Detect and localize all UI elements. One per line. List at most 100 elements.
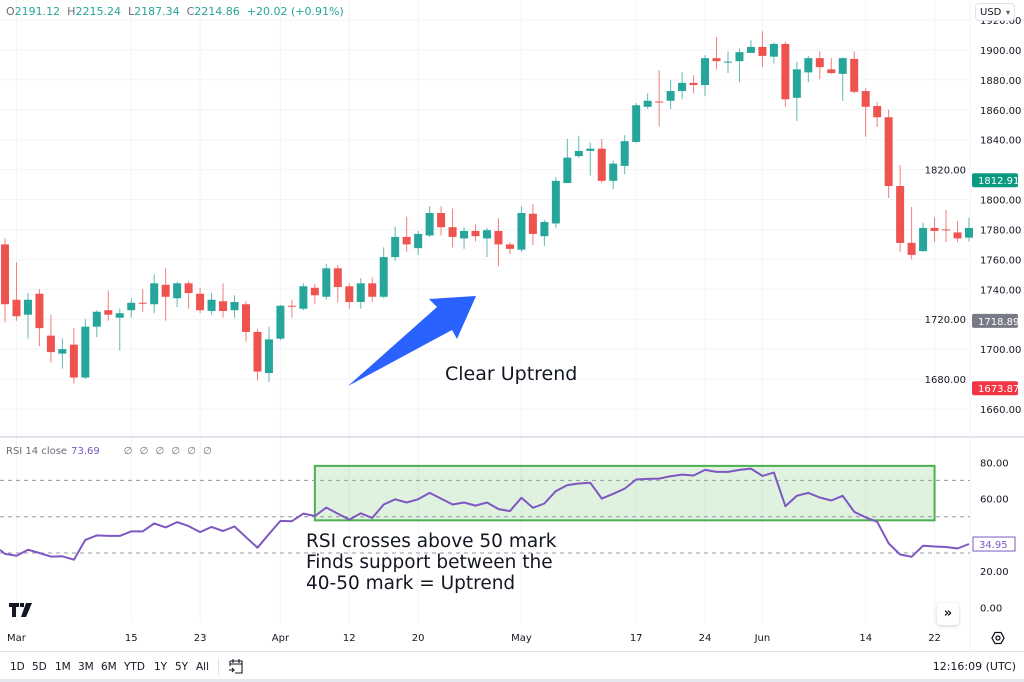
rsi-tick-label: 20.00 [980, 567, 1009, 578]
candle-body [861, 91, 870, 107]
candle-body [471, 230, 480, 237]
candle-down [1, 238, 9, 323]
candle-body [379, 257, 388, 297]
candle-down [69, 328, 78, 384]
range-3m-button[interactable]: 3M [78, 661, 94, 673]
range-1m-button[interactable]: 1M [55, 661, 71, 673]
candle-up [746, 40, 755, 53]
tradingview-logo[interactable] [9, 602, 35, 621]
time-axis[interactable]: Mar 15 23 Apr 12 20 May 17 24 Jun 14 22 [7, 633, 941, 644]
candle-body [264, 339, 273, 374]
range-all-button[interactable]: All [196, 661, 210, 673]
price-badge-label: 1673.87 [978, 384, 1019, 395]
candle-body [35, 293, 44, 329]
uptrend-label: Clear Uptrend [445, 363, 578, 385]
candle-up [586, 142, 595, 176]
candle-body [964, 227, 973, 238]
candle-up [322, 263, 331, 300]
candle-body [712, 58, 721, 62]
double-chevron-right-icon[interactable]: » [937, 603, 959, 625]
range-5y-button[interactable]: 5Y [175, 661, 189, 673]
candle-down [161, 268, 170, 321]
rsi-axis[interactable]: 80.00 60.00 20.00 0.00 34.95 [972, 458, 1016, 614]
time-tick-label: 15 [125, 633, 138, 644]
candle-up [666, 79, 675, 110]
candle-down [437, 206, 446, 236]
candle-body [655, 101, 664, 103]
candle-body [184, 283, 193, 294]
gear-icon[interactable] [991, 630, 1005, 649]
low-key: L [127, 5, 135, 18]
low-value: 2187.34 [134, 5, 180, 18]
time-tick-label: May [511, 633, 532, 644]
candle-body [12, 299, 21, 317]
candle-down [953, 221, 962, 243]
rsi-last-value-label: 34.95 [979, 540, 1008, 551]
candle-body [161, 284, 170, 297]
candle-body [827, 69, 836, 74]
candle-down [528, 204, 537, 246]
candle-body [448, 227, 457, 237]
price-tick-label: 1920.00 [980, 16, 1021, 27]
rsi-highlight-zone [313, 464, 936, 522]
candle-down [815, 51, 824, 80]
candles [1, 31, 973, 384]
candle-up [379, 247, 388, 299]
time-tick-label: 23 [194, 633, 207, 644]
price-badge [972, 313, 1018, 328]
range-1y-button[interactable]: 1Y [154, 661, 168, 673]
high-value: 2215.24 [75, 5, 121, 18]
price-badge-label: 1718.89 [978, 317, 1019, 328]
candle-body [150, 283, 159, 305]
candle-down [345, 283, 354, 309]
range-6m-button[interactable]: 6M [101, 661, 117, 673]
candle-body [425, 212, 434, 236]
candle-down [689, 75, 698, 94]
candle-down [35, 289, 44, 347]
price-tick-label: 1800.00 [980, 196, 1021, 207]
candle-body [241, 304, 250, 332]
price-badge-label: 1812.91 [978, 176, 1019, 187]
time-tick-label: 22 [928, 633, 941, 644]
candle-body [620, 141, 629, 166]
candle-body [873, 106, 882, 118]
calendar-goto-icon[interactable] [228, 657, 244, 678]
candle-body [678, 82, 687, 92]
candle-body [391, 236, 400, 258]
rsi-bands [0, 479, 970, 554]
time-tick-label: Jun [754, 633, 771, 644]
candle-down [287, 299, 296, 318]
candle-up [127, 298, 136, 318]
candle-body [781, 43, 790, 100]
candle-body [127, 302, 136, 311]
price-tick-label: 1900.00 [980, 46, 1021, 57]
candle-body [838, 58, 847, 74]
candle-body [689, 82, 698, 86]
open-key: O [6, 5, 15, 18]
candle-up [563, 138, 572, 184]
time-tick-label: 12 [343, 633, 356, 644]
candle-down [942, 209, 951, 243]
range-5d-button[interactable]: 5D [32, 661, 47, 673]
rsi-legend[interactable]: RSI 14 close 73.69 ∅ ∅ ∅ ∅ ∅ ∅ [6, 446, 214, 457]
currency-selector[interactable]: USD ▾ [975, 3, 1015, 21]
candle-body [850, 58, 859, 92]
clock-readout[interactable]: 12:16:09 (UTC) [932, 660, 1016, 673]
range-ytd-button[interactable]: YTD [124, 661, 145, 673]
price-axis[interactable]: 1920.00 1900.00 1880.00 1860.00 1840.00 1820.… [925, 16, 1022, 416]
candle-body [574, 150, 583, 157]
time-tick-label: 14 [859, 633, 872, 644]
candle-down [861, 88, 870, 137]
range-1d-button[interactable]: 1D [10, 661, 25, 673]
candle-body [46, 335, 55, 353]
candle-body [138, 302, 147, 304]
candle-body [368, 283, 377, 297]
change-value: +20.02 (+0.91%) [246, 5, 344, 18]
price-tick-label: 1780.00 [980, 225, 1021, 236]
candle-body [402, 236, 411, 245]
price-badge [972, 173, 1018, 188]
rsi-value: 73.69 [71, 446, 100, 457]
candle-body [517, 212, 526, 250]
candle-body [723, 61, 732, 63]
